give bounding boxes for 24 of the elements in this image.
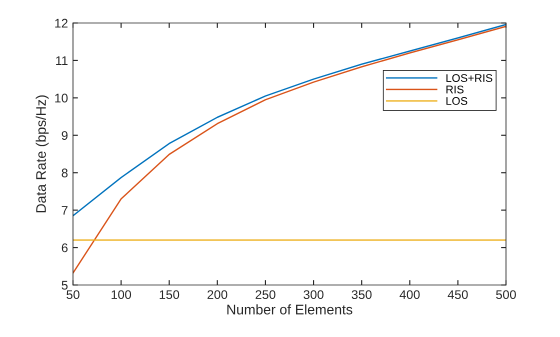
legend-label: LOS [446, 97, 468, 105]
line-series [73, 26, 506, 274]
y-tick-label: 11 [56, 56, 68, 65]
y-tick-label: 7 [62, 206, 68, 215]
x-tick-label: 250 [256, 290, 276, 300]
x-axis-title: Number of Elements [227, 304, 352, 314]
x-tick-label: 500 [496, 290, 516, 300]
x-tick-label: 100 [112, 290, 132, 300]
y-tick-label: 6 [62, 243, 68, 252]
x-tick-label: 350 [352, 290, 372, 300]
x-tick-label: 200 [208, 290, 228, 300]
legend-label: LOS+RIS [446, 74, 492, 82]
y-tick-label: 12 [55, 18, 68, 28]
x-tick-label: 400 [400, 290, 420, 300]
y-tick-label: 10 [55, 94, 68, 103]
x-tick-label: 300 [304, 290, 324, 300]
x-tick-label: 150 [160, 290, 180, 300]
x-tick-label: 50 [66, 290, 80, 300]
y-tick-label: 8 [62, 168, 68, 178]
legend-label: RIS [446, 86, 464, 94]
x-tick-label: 450 [448, 290, 468, 300]
y-axis-title: Data Rate (bps/Hz) [36, 95, 49, 212]
y-tick-label: 5 [62, 280, 68, 290]
y-tick-label: 9 [62, 131, 68, 140]
